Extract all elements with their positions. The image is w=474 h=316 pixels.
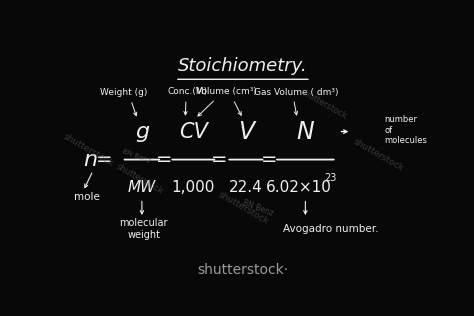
Text: MW: MW [128, 180, 156, 195]
Text: Volume (cm³): Volume (cm³) [196, 88, 257, 96]
Text: shutterstock: shutterstock [62, 132, 116, 168]
Text: shutterstock·: shutterstock· [197, 263, 289, 277]
Text: =: = [260, 150, 277, 169]
Text: Conc.(M): Conc.(M) [167, 88, 207, 96]
Text: Stoichiometry.: Stoichiometry. [178, 57, 308, 75]
Text: shutterstock: shutterstock [216, 190, 270, 226]
Text: BN Benz: BN Benz [241, 198, 274, 218]
Text: n: n [83, 149, 98, 170]
Text: 1,000: 1,000 [172, 180, 215, 195]
Text: 6.02×10: 6.02×10 [266, 180, 332, 195]
Text: Avogadro number.: Avogadro number. [283, 224, 379, 234]
Text: shutterstock: shutterstock [352, 137, 406, 173]
Text: =: = [96, 150, 113, 169]
Text: shutterstock: shutterstock [115, 162, 165, 196]
Text: N: N [297, 119, 314, 143]
Text: Weight (g): Weight (g) [100, 88, 147, 97]
Text: BN Benz: BN Benz [121, 148, 151, 164]
Text: =: = [155, 150, 172, 169]
Text: number
of
molecules: number of molecules [384, 115, 427, 145]
Text: CV: CV [179, 122, 208, 142]
Text: 22.4: 22.4 [229, 180, 263, 195]
Text: g: g [135, 122, 149, 142]
Text: =: = [211, 150, 228, 169]
Text: 23: 23 [324, 173, 337, 183]
Text: molecular
weight: molecular weight [119, 218, 168, 240]
Text: mole: mole [74, 192, 100, 202]
Text: shutterstock: shutterstock [299, 87, 349, 121]
Text: Gas Volume ( dm³): Gas Volume ( dm³) [254, 88, 338, 97]
Text: V: V [238, 119, 254, 143]
